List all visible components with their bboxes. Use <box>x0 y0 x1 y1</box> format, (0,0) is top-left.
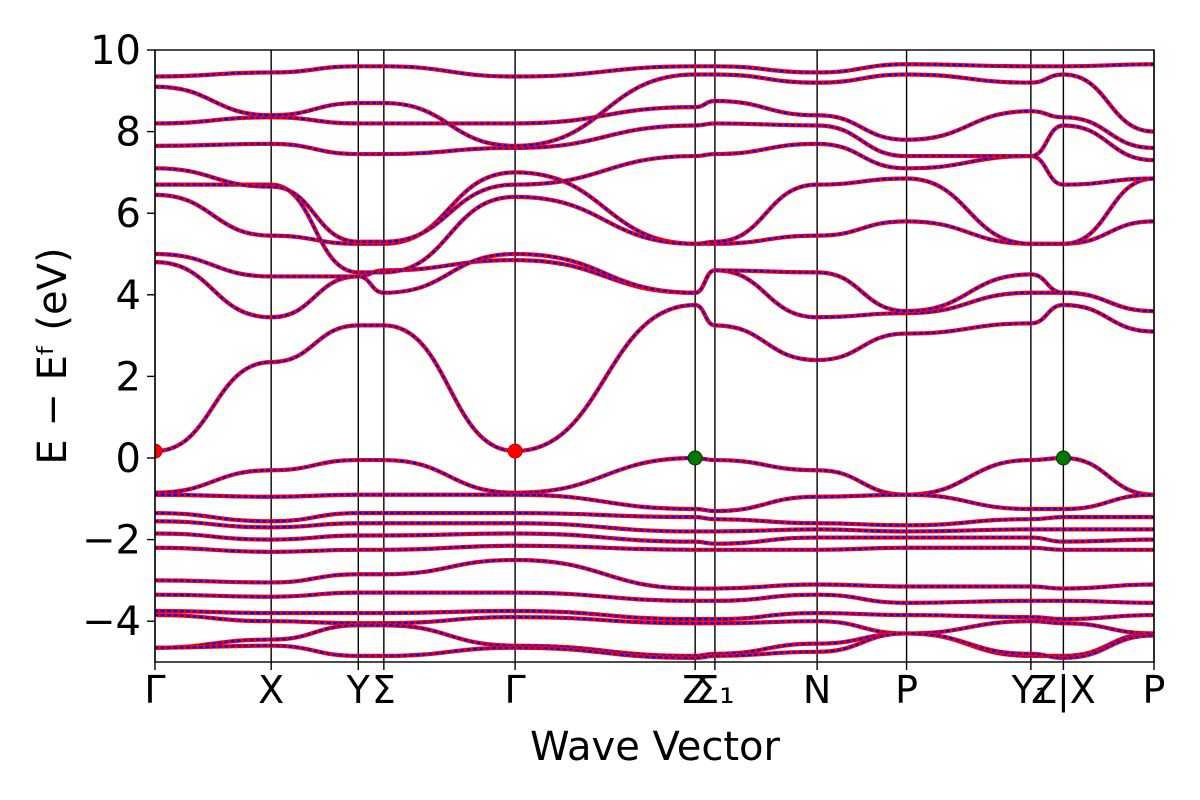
y-tick-label: 0 <box>116 436 141 482</box>
y-tick-label: −4 <box>82 599 141 645</box>
plot-area <box>155 50 1154 662</box>
band-line-overlay <box>155 177 1154 274</box>
x-tick-label: P <box>1143 668 1166 712</box>
y-tick-label: 6 <box>116 191 141 237</box>
y-tick-label: 10 <box>90 28 141 74</box>
y-tick-label: 4 <box>116 273 141 319</box>
band-lines <box>155 62 1154 661</box>
y-tick-label: 8 <box>116 110 141 156</box>
x-tick-label: Z|X <box>1031 668 1096 713</box>
band-line-overlay <box>155 591 1154 604</box>
x-tick-label: Y <box>346 668 371 712</box>
band-line-overlay <box>155 63 1154 78</box>
band-line-overlay <box>155 544 1154 553</box>
band-line-overlay <box>155 99 1154 150</box>
x-tick-label: Σ₁ <box>695 668 734 712</box>
band-line-overlay <box>155 632 1154 660</box>
plot-frame <box>154 49 1155 663</box>
band-line-overlay <box>155 558 1154 590</box>
band-line-overlay <box>155 252 1154 313</box>
y-axis-label: E − Eᶠ (eV) <box>30 247 76 464</box>
band-extremum-marker <box>507 443 523 459</box>
band-line-overlay <box>155 520 1154 533</box>
x-ticks: Γ X Y Σ Γ ZΣ₁ N P Y₁Z|X P <box>144 662 1165 713</box>
x-tick-label: X <box>258 668 284 712</box>
band-extremum-marker <box>1055 450 1071 466</box>
band-line-overlay <box>155 613 1154 635</box>
x-tick-label: Y₁ <box>1011 668 1050 712</box>
band-line-overlay <box>155 609 1154 621</box>
x-axis-label: Wave Vector <box>530 724 781 770</box>
band-line-overlay <box>155 73 1154 147</box>
band-line-overlay <box>155 122 1154 162</box>
band-markers <box>155 443 1071 466</box>
x-tick-label: N <box>803 668 831 712</box>
band-line-overlay <box>155 456 1154 496</box>
band-line-overlay <box>155 511 1154 527</box>
y-tick-label: 2 <box>116 354 141 400</box>
x-tick-label: Γ <box>505 668 526 712</box>
x-tick-label: Z <box>682 668 708 712</box>
x-tick-label: P <box>895 668 918 712</box>
band-extremum-marker <box>155 443 163 459</box>
band-line-overlay <box>155 532 1154 545</box>
y-ticks: −4 −2 0 2 4 6 8 10 <box>82 28 155 645</box>
x-tick-label: Γ <box>144 668 165 712</box>
band-line-overlay <box>155 303 1154 453</box>
y-tick-label: −2 <box>82 518 141 564</box>
x-tick-label: Σ <box>372 668 396 712</box>
band-line-overlay <box>155 493 1154 513</box>
band-extremum-marker <box>687 450 703 466</box>
